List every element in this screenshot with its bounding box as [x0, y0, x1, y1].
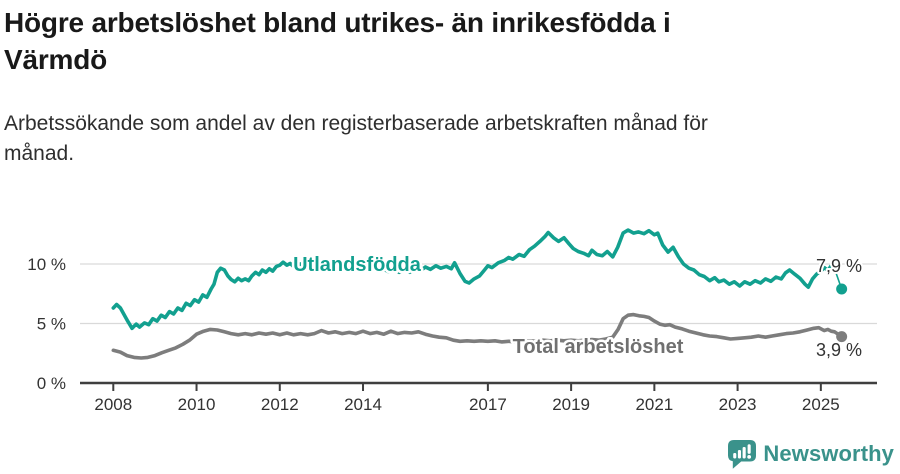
x-axis-tick-label: 2025 — [802, 395, 840, 414]
y-axis-labels: 0 % 5 % 10 % — [27, 255, 66, 393]
chart-subtitle-line-1: Arbetssökande som andel av den registerb… — [4, 112, 708, 135]
page-title: Högre arbetslöshet bland utrikes- än inr… — [4, 4, 884, 78]
series-line-total — [111, 312, 844, 360]
series-label-utlandsfodda: Utlandsfödda — [293, 254, 422, 276]
x-axis-tick-label: 2021 — [635, 395, 673, 414]
series-label-total: Total arbetslöshet — [513, 336, 684, 358]
x-axis-tick-label: 2012 — [261, 395, 299, 414]
chart-header: Högre arbetslöshet bland utrikes- än inr… — [4, 4, 884, 78]
series-end-value-utlandsfodda: 7,9 % — [816, 256, 862, 276]
newsworthy-logo: Newsworthy — [728, 438, 894, 470]
x-axis: 2008 2010 2012 2014 2017 2019 2021 2023 2025 — [80, 381, 877, 414]
chart-subtitle-line-2: månad. — [4, 142, 75, 165]
newsworthy-logo-text: Newsworthy — [763, 441, 894, 466]
x-axis-tick-label: 2017 — [469, 395, 507, 414]
newsworthy-logo-icon — [728, 439, 757, 469]
x-axis-tick-label: 2010 — [178, 395, 216, 414]
svg-text:0 %: 0 % — [37, 374, 66, 393]
x-axis-tick-label: 2019 — [552, 395, 590, 414]
svg-text:10 %: 10 % — [27, 255, 66, 274]
chart-subtitle: Arbetssökande som andel av den registerb… — [4, 109, 864, 169]
series-end-dot-utlandsfodda — [836, 283, 848, 295]
series-end-dot-total — [836, 331, 848, 343]
series-end-value-total: 3,9 % — [816, 340, 862, 360]
line-chart: 0 %5 %10 %2008 2010 2012 2014 2017 2019 2021 20… — [27, 228, 877, 414]
series-line-utlandsfodda — [111, 228, 837, 331]
x-axis-tick-label: 2023 — [719, 395, 757, 414]
x-axis-tick-label: 2008 — [94, 395, 132, 414]
page-title-line-2: Värmdö — [4, 44, 108, 75]
chart-area: 0 % 5 % 10 % 2008 2010 2012 2014 2017 2019 2021 20… — [0, 195, 900, 445]
x-axis-tick-label: 2014 — [344, 395, 382, 414]
svg-text:5 %: 5 % — [37, 315, 66, 334]
page-title-line-1: Högre arbetslöshet bland utrikes- än inr… — [4, 7, 671, 38]
gridlines — [80, 263, 877, 325]
